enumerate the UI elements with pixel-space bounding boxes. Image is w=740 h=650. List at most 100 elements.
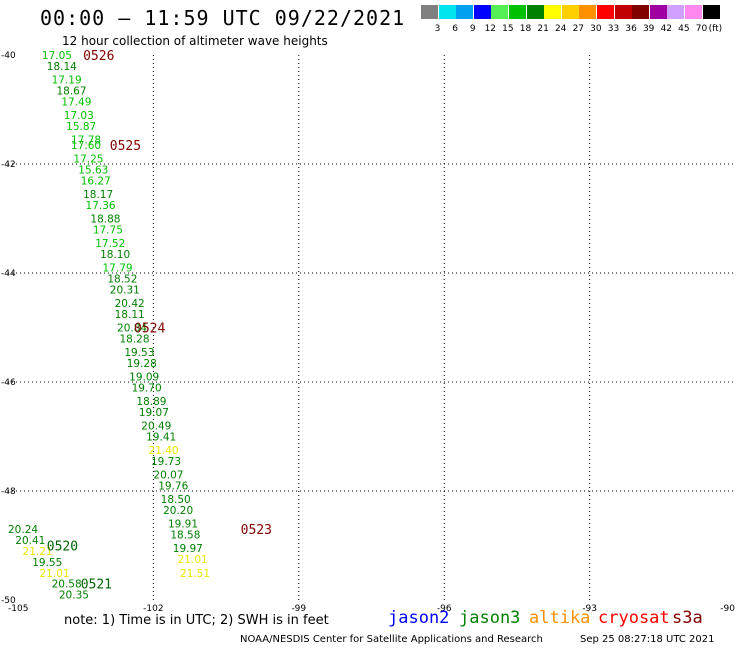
legend-label: 21 xyxy=(537,24,549,34)
wave-height-value: 18.17 xyxy=(83,189,113,201)
legend-swatch xyxy=(473,5,491,19)
wave-height-value: 17.75 xyxy=(93,224,123,236)
legend-label: 36 xyxy=(625,24,637,34)
wave-height-value: 20.31 xyxy=(110,284,140,296)
wave-height-value: 17.52 xyxy=(95,238,125,250)
credit-text: NOAA/NESDIS Center for Satellite Applica… xyxy=(240,634,543,645)
wave-height-value: 20.41 xyxy=(15,535,45,547)
satellite-label: cryosat xyxy=(598,608,670,628)
wave-height-value: 19.76 xyxy=(158,481,188,493)
legend-label: 6 xyxy=(452,24,458,34)
wave-height-value: 20.49 xyxy=(141,421,171,433)
wave-height-value: 17.05 xyxy=(42,50,72,62)
wave-height-value: 20.07 xyxy=(153,470,183,482)
lat-tick-label: -48 xyxy=(1,487,16,497)
legend-swatch xyxy=(438,5,456,19)
satellite-label: jason2 xyxy=(388,608,450,628)
lat-tick-label: -46 xyxy=(1,378,16,388)
wave-height-value: 17.79 xyxy=(103,263,133,275)
wave-height-value: 18.14 xyxy=(47,61,77,73)
pass-time-label: 0521 xyxy=(81,578,112,593)
legend-swatch xyxy=(597,5,614,19)
lat-tick-label: -42 xyxy=(1,160,16,170)
pass-time-label: 0526 xyxy=(83,49,114,64)
legend-swatch xyxy=(702,5,720,19)
legend-label: 18 xyxy=(519,24,532,34)
legend-swatch xyxy=(491,5,509,19)
page-subtitle: 12 hour collection of altimeter wave hei… xyxy=(62,34,328,48)
wave-height-value: 21.01 xyxy=(40,568,70,580)
lon-tick-label: -99 xyxy=(291,604,306,614)
wave-height-value: 19.73 xyxy=(151,456,181,468)
wave-height-value: 18.11 xyxy=(115,309,145,321)
wave-height-value: 20.35 xyxy=(59,590,89,602)
legend-swatch xyxy=(632,5,650,19)
wave-height-value: 19.70 xyxy=(132,382,162,394)
wave-height-value: 18.89 xyxy=(136,396,166,408)
wave-height-value: 19.91 xyxy=(168,519,198,531)
legend-swatch xyxy=(614,5,632,19)
wave-height-value: 20.84 xyxy=(117,323,147,335)
wave-height-value: 21.40 xyxy=(149,445,179,457)
wave-height-value: 17.78 xyxy=(71,134,101,146)
pass-time-label: 0523 xyxy=(241,523,272,538)
wave-height-value: 20.58 xyxy=(52,579,82,591)
legend-swatch xyxy=(421,5,438,19)
pass-time-label: 0525 xyxy=(110,139,141,154)
wave-height-value: 19.09 xyxy=(129,372,159,384)
legend-swatch xyxy=(649,5,667,19)
legend-label: 39 xyxy=(642,24,655,34)
wave-height-value: 20.24 xyxy=(8,524,38,536)
satellite-label: s3a xyxy=(672,608,703,628)
wave-height-value: 18.67 xyxy=(56,85,86,97)
lat-tick-label: -44 xyxy=(1,269,16,279)
legend-label: 45 xyxy=(678,24,690,34)
legend-swatch xyxy=(526,5,544,19)
satellite-label: jason3 xyxy=(459,608,521,628)
legend-label: 24 xyxy=(554,24,567,34)
wave-height-value: 20.20 xyxy=(163,505,193,517)
page-title: 00:00 – 11:59 UTC 09/22/2021 xyxy=(40,6,406,30)
wave-height-value: 18.88 xyxy=(90,214,120,226)
wave-height-value: 17.49 xyxy=(61,96,91,108)
wave-height-value: 19.41 xyxy=(146,432,176,444)
lat-tick-label: -50 xyxy=(1,596,16,606)
legend-label: 9 xyxy=(469,24,476,34)
wave-height-value: 15.87 xyxy=(66,121,96,133)
wave-height-value: 18.52 xyxy=(107,273,137,285)
wave-height-value: 15.63 xyxy=(78,164,108,176)
legend-label: 15 xyxy=(502,24,514,34)
legend-label: 42 xyxy=(660,24,673,34)
wave-height-value: 19.55 xyxy=(32,557,62,569)
wave-height-value: 18.28 xyxy=(119,333,149,345)
wave-height-value: 17.36 xyxy=(86,200,116,212)
legend-unit: (ft) xyxy=(708,24,723,34)
legend-swatch xyxy=(456,5,474,19)
legend-swatch xyxy=(667,5,685,19)
legend-label: 70 xyxy=(695,24,708,34)
legend-swatch xyxy=(561,5,579,19)
wave-height-value: 18.58 xyxy=(170,530,200,542)
lat-tick-label: -40 xyxy=(1,51,16,61)
lon-tick-label: -105 xyxy=(8,604,28,614)
wave-height-value: 19.07 xyxy=(139,407,169,419)
legend-swatch xyxy=(685,5,702,19)
wave-height-value: 18.50 xyxy=(161,494,191,506)
wave-height-value: 17.03 xyxy=(64,110,94,122)
pass-time-label: 0524 xyxy=(134,322,165,337)
legend-label: 30 xyxy=(590,24,602,34)
wave-height-value: 20.42 xyxy=(115,298,145,310)
legend-label: 27 xyxy=(572,24,585,34)
wave-height-value: 18.10 xyxy=(100,249,130,261)
wave-height-value: 16.27 xyxy=(81,175,111,187)
lon-tick-label: -102 xyxy=(143,604,163,614)
legend-label: 12 xyxy=(484,24,497,34)
lon-tick-label: -90 xyxy=(720,604,735,614)
pass-time-label: 0520 xyxy=(47,540,78,555)
wave-height-value: 19.53 xyxy=(124,347,154,359)
wave-height-value: 17.60 xyxy=(71,140,101,152)
wave-height-value: 21.51 xyxy=(180,568,210,580)
legend-label: 33 xyxy=(607,24,620,34)
wave-height-value: 21.01 xyxy=(178,554,208,566)
